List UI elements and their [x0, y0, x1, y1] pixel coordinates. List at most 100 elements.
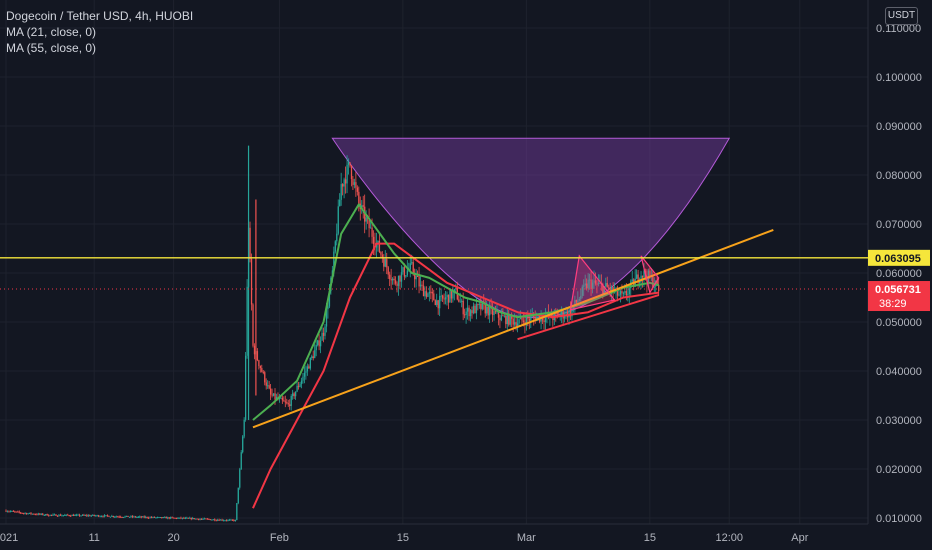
- candle-body: [145, 516, 147, 518]
- price-labels: 0.063095 0.056731 38:29: [868, 249, 930, 312]
- y-tick-label: 0.030000: [876, 415, 922, 427]
- candle-body: [280, 397, 282, 399]
- candle-body: [268, 385, 270, 389]
- candle-body: [71, 514, 73, 516]
- candle-body: [300, 380, 303, 384]
- candle-body: [459, 301, 461, 303]
- candle-body: [643, 270, 645, 278]
- candle-body: [39, 513, 41, 515]
- candle-body: [386, 259, 388, 268]
- candle-body: [577, 300, 579, 303]
- time-axis[interactable]: 2021 11 20 Feb 15 Mar 15 12:00 Apr: [0, 532, 809, 544]
- candle-body: [225, 520, 228, 522]
- candle-body: [505, 315, 507, 325]
- candle-body: [312, 356, 314, 359]
- candle-body: [272, 393, 275, 396]
- candle-body: [137, 516, 139, 518]
- candle-body: [462, 300, 464, 315]
- trend-drawings: [0, 228, 868, 429]
- candle-body: [99, 516, 101, 518]
- candle-body: [471, 310, 473, 314]
- candle-body: [509, 314, 511, 325]
- candle-body: [111, 515, 113, 517]
- candle-body: [274, 393, 276, 400]
- candle-body: [609, 288, 611, 292]
- candle-body: [161, 517, 163, 519]
- candle-body: [264, 372, 266, 383]
- x-tick-label: Apr: [791, 532, 808, 544]
- candle-body: [328, 291, 331, 307]
- candle-body: [18, 511, 20, 513]
- candle-body: [458, 299, 460, 302]
- candle-body: [246, 286, 248, 356]
- candle-body: [365, 217, 367, 222]
- candle-body: [186, 517, 188, 519]
- candle-body: [369, 227, 372, 229]
- candle-body: [342, 184, 344, 187]
- candle-body: [299, 383, 301, 387]
- candle-body: [478, 303, 481, 305]
- candle-body: [466, 307, 469, 312]
- candle-body: [34, 514, 37, 516]
- candle-body: [5, 510, 7, 512]
- candle-body: [415, 276, 417, 280]
- candle-body: [658, 285, 660, 292]
- candle-body: [472, 305, 475, 314]
- candle-body: [530, 316, 532, 321]
- candle-body: [340, 184, 342, 200]
- candle-body: [294, 391, 297, 397]
- candle-body: [28, 512, 31, 514]
- candle-body: [143, 516, 145, 518]
- candle-body: [337, 206, 339, 234]
- candle-body: [43, 514, 45, 516]
- symbol-title[interactable]: Dogecoin / Tether USD, 4h, HUOBI: [6, 9, 194, 23]
- candle-body: [221, 519, 223, 521]
- candle-body: [575, 300, 578, 303]
- candle-body: [372, 236, 375, 244]
- price-axis[interactable]: 0.110000 0.100000 0.090000 0.080000 0.070000…: [876, 23, 922, 525]
- candle-body: [68, 515, 70, 517]
- ma55-legend[interactable]: MA (55, close, 0): [6, 41, 97, 55]
- candle-body: [516, 323, 519, 327]
- y-tick-label: 0.010000: [876, 513, 922, 525]
- candle-body: [230, 519, 232, 521]
- candle-body: [652, 275, 654, 288]
- ma21-legend[interactable]: MA (21, close, 0): [6, 25, 97, 39]
- candle-body: [464, 314, 466, 316]
- candle-body: [339, 199, 341, 207]
- candle-body: [571, 308, 573, 317]
- candle-body: [53, 514, 56, 516]
- candle-body: [174, 517, 176, 519]
- candle-body: [20, 512, 22, 514]
- candle-body: [209, 519, 212, 521]
- candle-body: [265, 382, 267, 386]
- candle-body: [656, 280, 658, 286]
- currency-button[interactable]: USDT: [885, 7, 918, 25]
- candle-body: [469, 310, 472, 317]
- candle-body: [384, 259, 386, 267]
- candle-body: [594, 280, 597, 284]
- candle-body: [103, 515, 106, 517]
- candle-body: [287, 403, 289, 405]
- candle-body: [25, 513, 28, 515]
- candle-body: [627, 294, 629, 296]
- candle-body: [596, 283, 598, 285]
- candle-body: [180, 517, 182, 519]
- candle-body: [124, 516, 126, 518]
- candle-body: [48, 515, 50, 517]
- candle-body: [527, 316, 529, 319]
- candle-body: [522, 320, 525, 323]
- candle-body: [314, 350, 316, 359]
- candle-body: [346, 164, 348, 184]
- candle-body: [289, 404, 291, 406]
- candle-body: [125, 515, 128, 517]
- candle-body: [311, 356, 313, 359]
- candle-body: [283, 400, 285, 402]
- candle-body: [231, 519, 234, 521]
- candle-body: [641, 275, 644, 278]
- candle-body: [84, 515, 87, 517]
- candle-body: [14, 511, 16, 513]
- x-tick-label: 12:00: [715, 532, 743, 544]
- candle-body: [262, 371, 264, 373]
